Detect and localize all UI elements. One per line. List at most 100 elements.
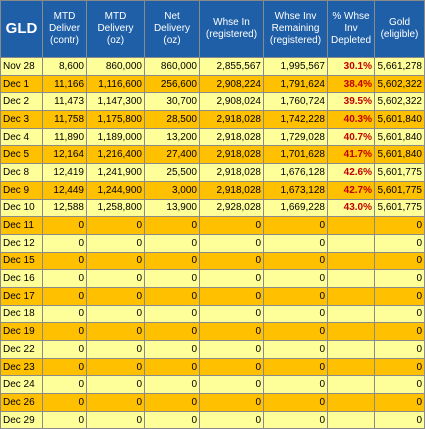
- table-cell: 0: [199, 322, 264, 341]
- row-date: Dec 4: [0, 127, 43, 147]
- table-cell: 860,000: [86, 57, 145, 76]
- table-cell: 0: [144, 233, 200, 253]
- table-cell: 5,602,322: [374, 74, 425, 94]
- table-cell: 3,000: [144, 180, 200, 200]
- table-cell: 0: [86, 410, 145, 429]
- column-header: Whse In (registered): [199, 0, 264, 58]
- table-cell: 0: [374, 233, 425, 253]
- row-date: Dec 2: [0, 92, 43, 112]
- table-cell: 0: [144, 251, 200, 271]
- table-row: Dec 11 0 0 0 0 0 0: [0, 216, 425, 235]
- table-row: Dec 18 0 0 0 0 0 0: [0, 304, 425, 324]
- table-cell: 2,908,024: [199, 92, 264, 112]
- table-cell: 0: [42, 375, 87, 395]
- percent-depleted-cell: [327, 375, 375, 395]
- percent-depleted-cell: [327, 251, 375, 271]
- table-row: Dec 2 11,473 1,147,300 30,700 2,908,024 1,760…: [0, 92, 425, 112]
- table-cell: 0: [42, 286, 87, 306]
- table-cell: 5,601,775: [374, 163, 425, 182]
- table-cell: 0: [86, 375, 145, 395]
- table-cell: 1,791,624: [263, 74, 328, 94]
- table-cell: 1,676,128: [263, 163, 328, 182]
- table-cell: 0: [263, 233, 328, 253]
- table-cell: 0: [199, 410, 264, 429]
- table-cell: 0: [374, 286, 425, 306]
- table-cell: 0: [199, 304, 264, 324]
- table-cell: 2,855,567: [199, 57, 264, 76]
- table-cell: 2,918,028: [199, 145, 264, 165]
- table-cell: 0: [144, 322, 200, 341]
- table-cell: 2,918,028: [199, 163, 264, 182]
- percent-depleted-cell: 40.7%: [327, 127, 375, 147]
- table-cell: 0: [374, 322, 425, 341]
- column-header: MTD Deliver (contr): [42, 0, 87, 58]
- table-cell: 13,200: [144, 127, 200, 147]
- percent-depleted-cell: [327, 393, 375, 412]
- table-cell: 1,241,900: [86, 163, 145, 182]
- table-cell: 0: [199, 269, 264, 288]
- table-cell: 0: [199, 375, 264, 395]
- table-cell: 860,000: [144, 57, 200, 76]
- table-row: Nov 28 8,600 860,000 860,000 2,855,567 1,995,…: [0, 57, 425, 76]
- table-cell: 1,258,800: [86, 198, 145, 218]
- table-cell: 0: [199, 216, 264, 235]
- table-cell: 0: [374, 304, 425, 324]
- table-cell: 1,244,900: [86, 180, 145, 200]
- table-cell: 0: [42, 269, 87, 288]
- table-cell: 1,701,628: [263, 145, 328, 165]
- table-cell: 0: [374, 269, 425, 288]
- table-cell: 0: [42, 216, 87, 235]
- percent-depleted-cell: [327, 357, 375, 377]
- percent-depleted-cell: [327, 410, 375, 429]
- table-row: Dec 15 0 0 0 0 0 0: [0, 251, 425, 271]
- row-date: Dec 18: [0, 304, 43, 324]
- table-cell: 0: [263, 340, 328, 359]
- table-cell: 5,602,322: [374, 92, 425, 112]
- percent-depleted-cell: [327, 340, 375, 359]
- table-cell: 11,890: [42, 127, 87, 147]
- row-date: Dec 17: [0, 286, 43, 306]
- table-cell: 0: [263, 269, 328, 288]
- header-row: GLD MTD Deliver (contr) MTD Delivery (oz…: [0, 0, 425, 58]
- table-cell: 5,601,840: [374, 127, 425, 147]
- table-cell: 11,166: [42, 74, 87, 94]
- column-header: Gold (eligible): [374, 0, 425, 58]
- table-cell: 2,928,028: [199, 198, 264, 218]
- table-cell: 0: [42, 340, 87, 359]
- table-row: Dec 23 0 0 0 0 0 0: [0, 357, 425, 377]
- row-date: Dec 26: [0, 393, 43, 412]
- table-cell: 27,400: [144, 145, 200, 165]
- table-cell: 0: [42, 304, 87, 324]
- percent-depleted-cell: 39.5%: [327, 92, 375, 112]
- table-cell: 0: [86, 393, 145, 412]
- table-cell: 28,500: [144, 110, 200, 129]
- table-cell: 30,700: [144, 92, 200, 112]
- percent-depleted-cell: [327, 233, 375, 253]
- table-cell: 0: [144, 286, 200, 306]
- table-cell: 5,661,278: [374, 57, 425, 76]
- table-cell: 0: [86, 340, 145, 359]
- table-cell: 0: [374, 251, 425, 271]
- table-cell: 0: [263, 251, 328, 271]
- table-cell: 0: [144, 357, 200, 377]
- percent-depleted-cell: [327, 304, 375, 324]
- table-cell: 0: [86, 304, 145, 324]
- row-date: Dec 29: [0, 410, 43, 429]
- ticker-label: GLD: [0, 0, 43, 58]
- table-cell: 12,588: [42, 198, 87, 218]
- row-date: Dec 9: [0, 180, 43, 200]
- row-date: Dec 16: [0, 269, 43, 288]
- table-row: Dec 5 12,164 1,216,400 27,400 2,918,028 1,701…: [0, 145, 425, 165]
- table-cell: 0: [199, 357, 264, 377]
- table-cell: 0: [42, 410, 87, 429]
- row-date: Nov 28: [0, 57, 43, 76]
- table-cell: 0: [42, 357, 87, 377]
- table-cell: 1,147,300: [86, 92, 145, 112]
- table-cell: 0: [144, 269, 200, 288]
- table-cell: 1,673,128: [263, 180, 328, 200]
- table-cell: 5,601,840: [374, 145, 425, 165]
- table-cell: 0: [263, 216, 328, 235]
- row-date: Dec 10: [0, 198, 43, 218]
- table-cell: 11,473: [42, 92, 87, 112]
- table-cell: 1,760,724: [263, 92, 328, 112]
